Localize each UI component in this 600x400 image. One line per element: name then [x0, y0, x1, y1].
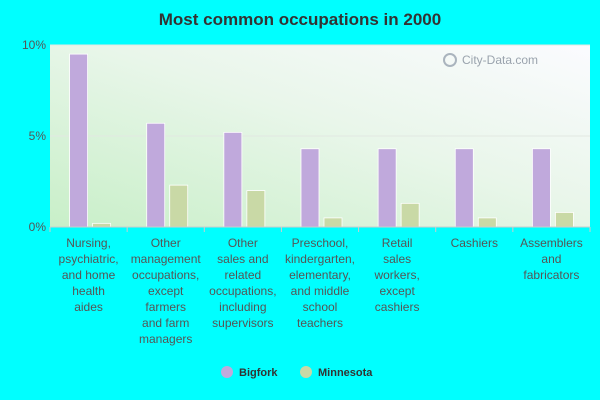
category-label-line: Cashiers — [451, 236, 498, 250]
bar-bigfork-3 — [300, 148, 320, 228]
bar-minnesota-5 — [477, 217, 497, 228]
legend: Bigfork Minnesota — [221, 366, 373, 379]
category-labels: Nursing, psychiatric, and home health aides O… — [59, 236, 583, 346]
category-label-line: elementary, — [289, 268, 351, 282]
y-tick-label: 0% — [29, 220, 47, 234]
category-label-line: sales and — [217, 252, 268, 266]
category-label-line: health — [72, 284, 105, 298]
category-label-line: including — [219, 300, 266, 314]
y-axis-ticks: 0% 5% 10% — [22, 38, 46, 234]
bar-bigfork-4 — [377, 148, 397, 228]
category-label-line: and — [541, 252, 561, 266]
category-label-6: Assemblers and fabricators — [520, 236, 583, 282]
category-label-line: and home — [62, 268, 116, 282]
category-label-line: kindergarten, — [285, 252, 355, 266]
watermark-search-icon — [443, 53, 457, 67]
category-label-line: occupations, — [209, 284, 276, 298]
category-label-1: Other management occupations, except farmers… — [131, 236, 202, 346]
legend-label-minnesota: Minnesota — [318, 367, 373, 379]
category-label-line: Assemblers — [520, 236, 583, 250]
bar-bigfork-5 — [454, 148, 474, 228]
legend-swatch-bigfork — [221, 366, 233, 378]
category-label-2: Other sales and related occupations, includi… — [209, 236, 276, 330]
watermark-text: City-Data.com — [462, 53, 538, 67]
category-label-line: except — [148, 284, 184, 298]
y-tick-label: 5% — [29, 129, 47, 143]
category-label-line: teachers — [297, 316, 343, 330]
bar-bigfork-6 — [532, 148, 551, 228]
category-label-line: psychiatric, — [59, 252, 119, 266]
bar-minnesota-2 — [246, 190, 266, 228]
category-label-line: management — [131, 252, 202, 266]
category-label-line: school — [303, 300, 338, 314]
category-label-line: farmers — [145, 300, 186, 314]
category-label-line: Other — [151, 236, 181, 250]
category-label-line: and farm — [142, 316, 189, 330]
category-label-line: occupations, — [132, 268, 199, 282]
category-label-line: related — [225, 268, 262, 282]
category-label-line: supervisors — [212, 316, 273, 330]
category-separators — [49, 227, 591, 232]
category-label-line: and middle — [291, 284, 350, 298]
category-label-line: fabricators — [523, 268, 579, 282]
bar-bigfork-2 — [223, 131, 243, 228]
legend-swatch-minnesota — [300, 366, 312, 378]
category-label-line: aides — [74, 300, 103, 314]
category-label-line: except — [379, 284, 415, 298]
bar-minnesota-0 — [92, 222, 111, 228]
category-label-line: cashiers — [375, 300, 420, 314]
bar-minnesota-1 — [169, 184, 189, 228]
category-label-4: Retail sales workers, except cashiers — [373, 236, 419, 314]
category-label-line: Nursing, — [66, 236, 111, 250]
grid-lines — [50, 44, 590, 137]
bar-bigfork-0 — [69, 53, 88, 228]
chart-title: Most common occupations in 2000 — [159, 10, 441, 29]
legend-label-bigfork: Bigfork — [239, 367, 278, 379]
category-label-line: workers, — [373, 268, 419, 282]
category-label-5: Cashiers — [451, 236, 498, 250]
category-label-line: managers — [139, 332, 192, 346]
bar-minnesota-3 — [323, 217, 343, 228]
category-label-3: Preschool, kindergarten, elementary, and mi… — [285, 236, 355, 330]
y-tick-label: 10% — [22, 38, 46, 52]
category-label-line: sales — [383, 252, 411, 266]
bar-minnesota-4 — [400, 202, 420, 228]
bar-bigfork-1 — [146, 122, 166, 228]
category-label-line: Other — [228, 236, 258, 250]
category-label-line: Preschool, — [292, 236, 349, 250]
category-label-line: Retail — [382, 236, 413, 250]
category-label-0: Nursing, psychiatric, and home health aides — [59, 236, 119, 314]
bar-minnesota-6 — [555, 212, 574, 228]
watermark: City-Data.com — [443, 53, 538, 67]
